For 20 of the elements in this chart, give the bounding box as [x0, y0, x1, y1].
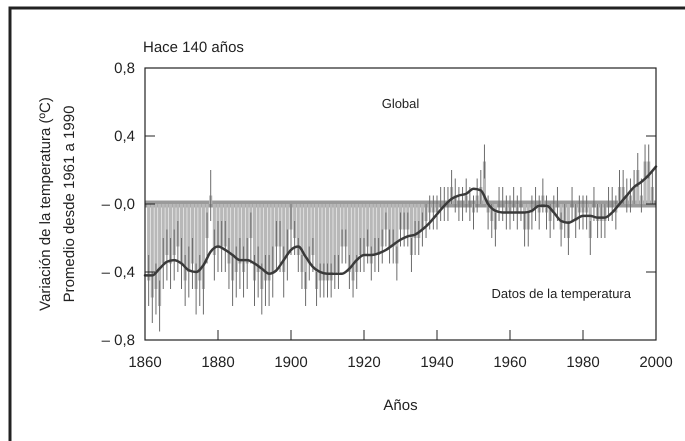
y-tick-label: – 0,0	[102, 196, 135, 213]
y-tick-label: 0,8	[114, 60, 135, 77]
bar	[150, 204, 154, 298]
y-axis-title: Variación de la temperatura (ºC) Promedio desde 1961 a 1990	[37, 97, 78, 311]
x-tick-label: 1960	[493, 354, 527, 371]
x-tick-label: 1920	[347, 354, 381, 371]
x-tick-label: 1900	[274, 354, 308, 371]
y-tick-label: – 0,4	[102, 264, 135, 281]
x-tick-label: 2000	[639, 354, 673, 371]
chart-title: Hace 140 años	[143, 39, 244, 56]
annotation: Datos de la temperatura	[492, 286, 632, 301]
y-tick-label: – 0,8	[102, 332, 135, 349]
x-tick-label: 1880	[201, 354, 235, 371]
line-series	[144, 165, 658, 277]
x-tick-label: 1860	[128, 354, 162, 371]
x-tick-label: 1940	[420, 354, 454, 371]
x-axis-title: Años	[383, 397, 418, 414]
x-tick-label: 1980	[566, 354, 600, 371]
annotation: Global	[382, 96, 420, 111]
y-tick-label: 0,4	[114, 128, 135, 145]
